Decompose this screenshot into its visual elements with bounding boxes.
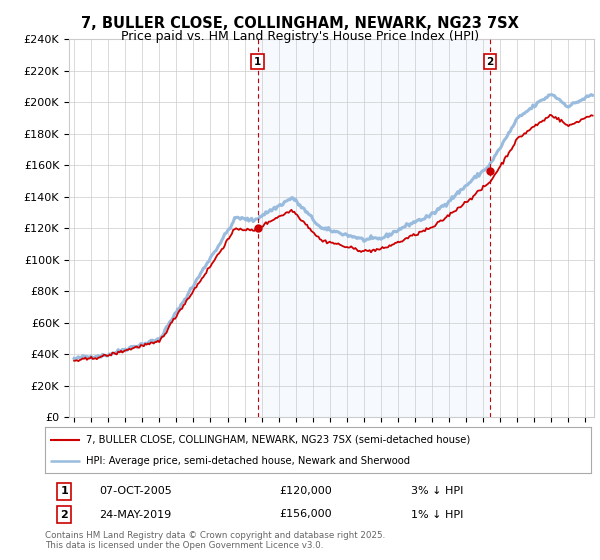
Text: 7, BULLER CLOSE, COLLINGHAM, NEWARK, NG23 7SX: 7, BULLER CLOSE, COLLINGHAM, NEWARK, NG2…	[81, 16, 519, 31]
Text: 2: 2	[60, 510, 68, 520]
Text: HPI: Average price, semi-detached house, Newark and Sherwood: HPI: Average price, semi-detached house,…	[86, 456, 410, 466]
Text: 7, BULLER CLOSE, COLLINGHAM, NEWARK, NG23 7SX (semi-detached house): 7, BULLER CLOSE, COLLINGHAM, NEWARK, NG2…	[86, 435, 470, 445]
Bar	[257, 39, 490, 417]
Text: 24-MAY-2019: 24-MAY-2019	[100, 510, 172, 520]
Text: 1: 1	[254, 57, 262, 67]
Text: Price paid vs. HM Land Registry's House Price Index (HPI): Price paid vs. HM Land Registry's House …	[121, 30, 479, 43]
Text: 2: 2	[486, 57, 493, 67]
Text: £156,000: £156,000	[280, 510, 332, 520]
Text: £120,000: £120,000	[280, 487, 332, 496]
Text: 1% ↓ HPI: 1% ↓ HPI	[411, 510, 463, 520]
Text: 3% ↓ HPI: 3% ↓ HPI	[411, 487, 463, 496]
Text: 1: 1	[60, 487, 68, 496]
Text: Contains HM Land Registry data © Crown copyright and database right 2025.
This d: Contains HM Land Registry data © Crown c…	[45, 531, 385, 550]
Text: 07-OCT-2005: 07-OCT-2005	[100, 487, 172, 496]
